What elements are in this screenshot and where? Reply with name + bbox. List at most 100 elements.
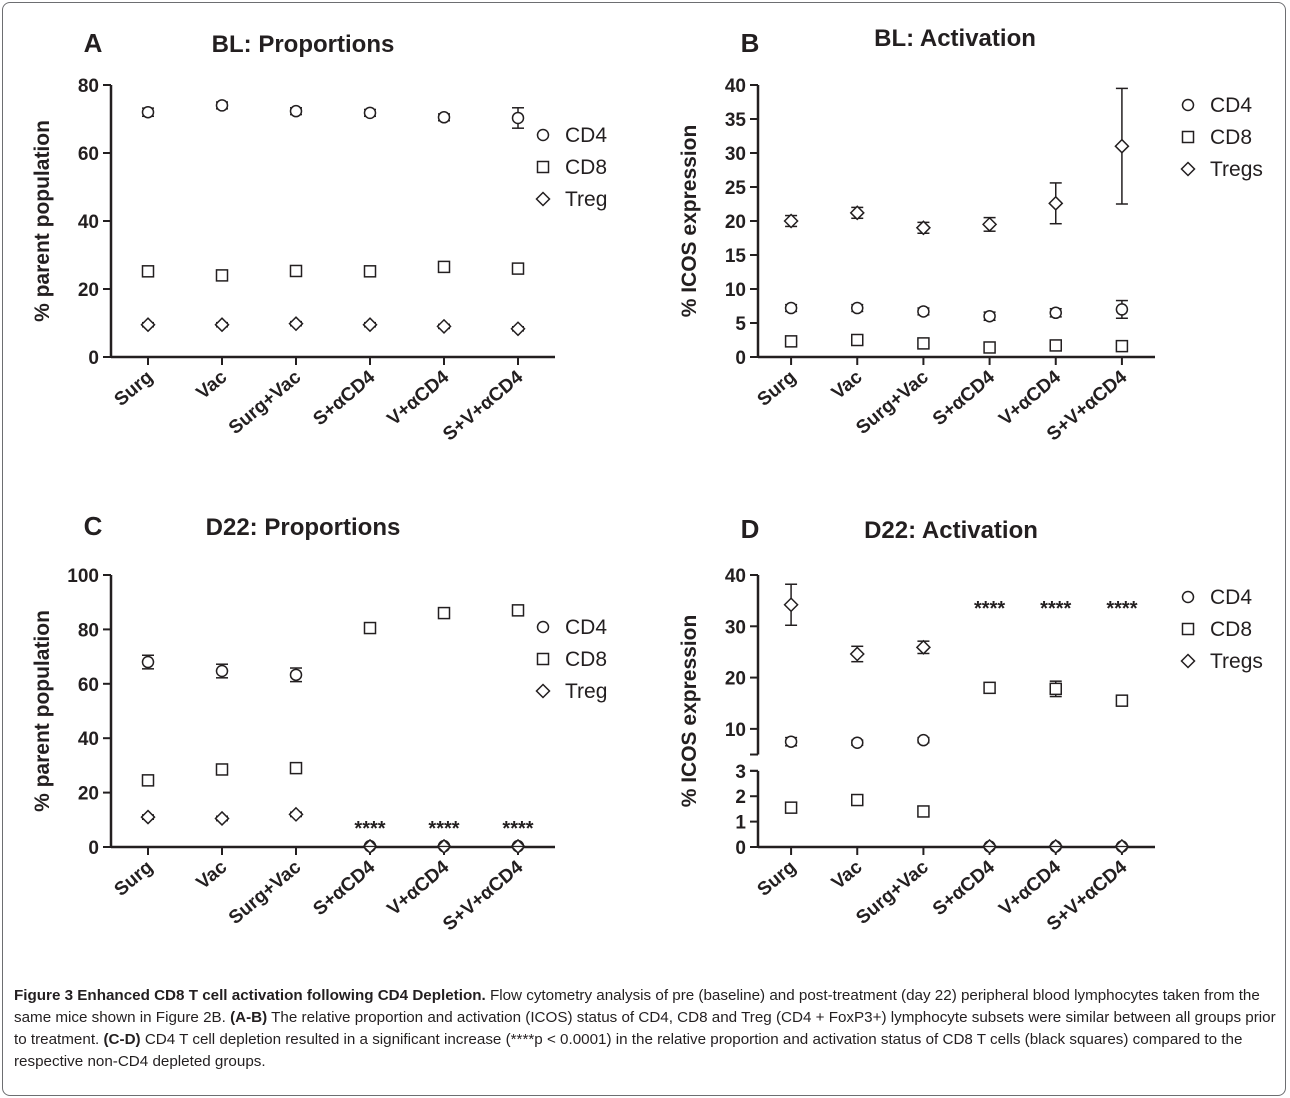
series-cd4 [141,654,525,853]
legend-label: Treg [565,680,607,703]
square-point [851,333,864,347]
caption-ref-ab: (A-B) [230,1009,268,1026]
x-tick-label: Vac [193,366,232,403]
square-point [851,793,864,807]
panel-b: B BL: Activation % ICOS expression 0 5 10 15 20… [678,25,1263,445]
legend-label: CD8 [565,156,607,179]
square-point [289,264,303,278]
figure-panels: A BL: Proportions% parent population02040… [31,25,1263,935]
series-cd4 [141,99,525,129]
y-tick-label: 20 [725,212,746,233]
y-tick-label: 30 [725,144,746,165]
diamond-point [1114,138,1130,154]
diamond-point [214,317,230,333]
square-point [215,269,229,282]
caption-text-1: Flow cytometry analysis of pre (baseline… [14,987,1260,1026]
x-tick-label: Surg+Vac [225,366,306,438]
series-cd8 [141,260,525,282]
circle-point [215,664,229,678]
caption-title: Figure 3 Enhanced CD8 T cell activation … [14,987,486,1004]
diamond-point [783,597,799,613]
y-axis-label: % ICOS expression [678,125,701,318]
significance-label: **** [1106,598,1137,620]
significance-label: **** [428,818,459,840]
series-cd4 [784,299,1129,323]
y-tick-label: 5 [735,314,746,335]
square-point [1049,339,1062,352]
circle-point [1049,306,1062,320]
caption-text-2: The relative proportion and activation (… [14,1009,1276,1048]
square-point [215,763,229,776]
y-tick-label: 2 [735,787,746,808]
legend-circle-icon [1181,590,1195,604]
y-tick-label: 0 [88,348,99,369]
square-point [983,681,996,695]
x-tick-label: Vac [193,856,232,893]
x-tick-label: V+αCD4 [383,366,453,430]
diamond-point [783,213,799,229]
circle-point [851,736,864,749]
chart-title: D22: Proportions [206,514,401,541]
x-tick-label: Vac [828,856,867,893]
y-tick-label: 10 [725,280,746,301]
significance-label: **** [974,598,1005,620]
x-tick-label: S+V+αCD4 [439,366,527,445]
y-tick-label: 40 [78,729,99,750]
y-tick-label: 15 [725,246,747,267]
square-point [983,341,996,354]
square-point [917,337,930,350]
figure-caption: Figure 3 Enhanced CD8 T cell activation … [14,985,1276,1073]
diamond-point [915,220,931,236]
x-tick-label: Surg+Vac [852,856,933,928]
legend: CD4 CD8 Treg [535,124,607,211]
square-point [141,774,155,787]
circle-point [437,111,451,124]
diamond-point [214,810,230,827]
circle-point [1115,303,1129,316]
legend-square-icon [1181,622,1195,636]
significance-label: **** [354,818,385,840]
chart-title: BL: Proportions [212,31,395,58]
y-tick-label: 20 [78,280,99,301]
circle-point [289,104,303,118]
x-tick-label: Surg [754,857,801,901]
circle-point [215,99,229,112]
square-point [141,265,155,278]
circle-point [289,668,303,682]
series-treg [140,806,526,855]
x-tick-label: Surg [111,857,158,901]
legend-label: Tregs [1210,650,1263,673]
square-point [917,805,930,818]
square-point [1115,694,1129,707]
series-cd8 [784,680,1129,818]
x-tick-label: S+αCD4 [309,366,379,430]
square-point [511,604,525,617]
y-tick-label: 100 [67,566,99,587]
y-tick-label: 0 [735,838,746,859]
y-tick-label: 3 [735,762,746,783]
panel-letter: D [741,514,760,544]
panel-c: C D22: Proportions % parent population 0 20 4… [31,511,607,935]
square-point [511,262,525,275]
circle-point [141,105,155,119]
diamond-point [140,317,156,333]
y-tick-label: 40 [725,76,746,97]
y-tick-label: 80 [78,76,99,97]
caption-ref-cd: (C-D) [103,1031,141,1048]
x-tick-label: Surg [111,367,158,411]
y-tick-label: 20 [725,669,746,690]
y-tick-label: 0 [735,348,746,369]
circle-point [917,305,930,318]
series-tregs [783,87,1130,236]
diamond-point [849,646,865,662]
panel-letter: B [741,28,760,58]
legend: CD4 CD8 Tregs [1180,94,1263,181]
series-tregs [783,583,1130,855]
legend-circle-icon [536,620,550,634]
panel-letter: A [84,28,103,58]
legend-diamond-icon [1180,161,1196,177]
caption-text-3: CD4 T cell depletion resulted in a signi… [14,1031,1243,1070]
y-tick-label: 80 [78,620,99,641]
x-tick-label: Surg [754,367,801,411]
